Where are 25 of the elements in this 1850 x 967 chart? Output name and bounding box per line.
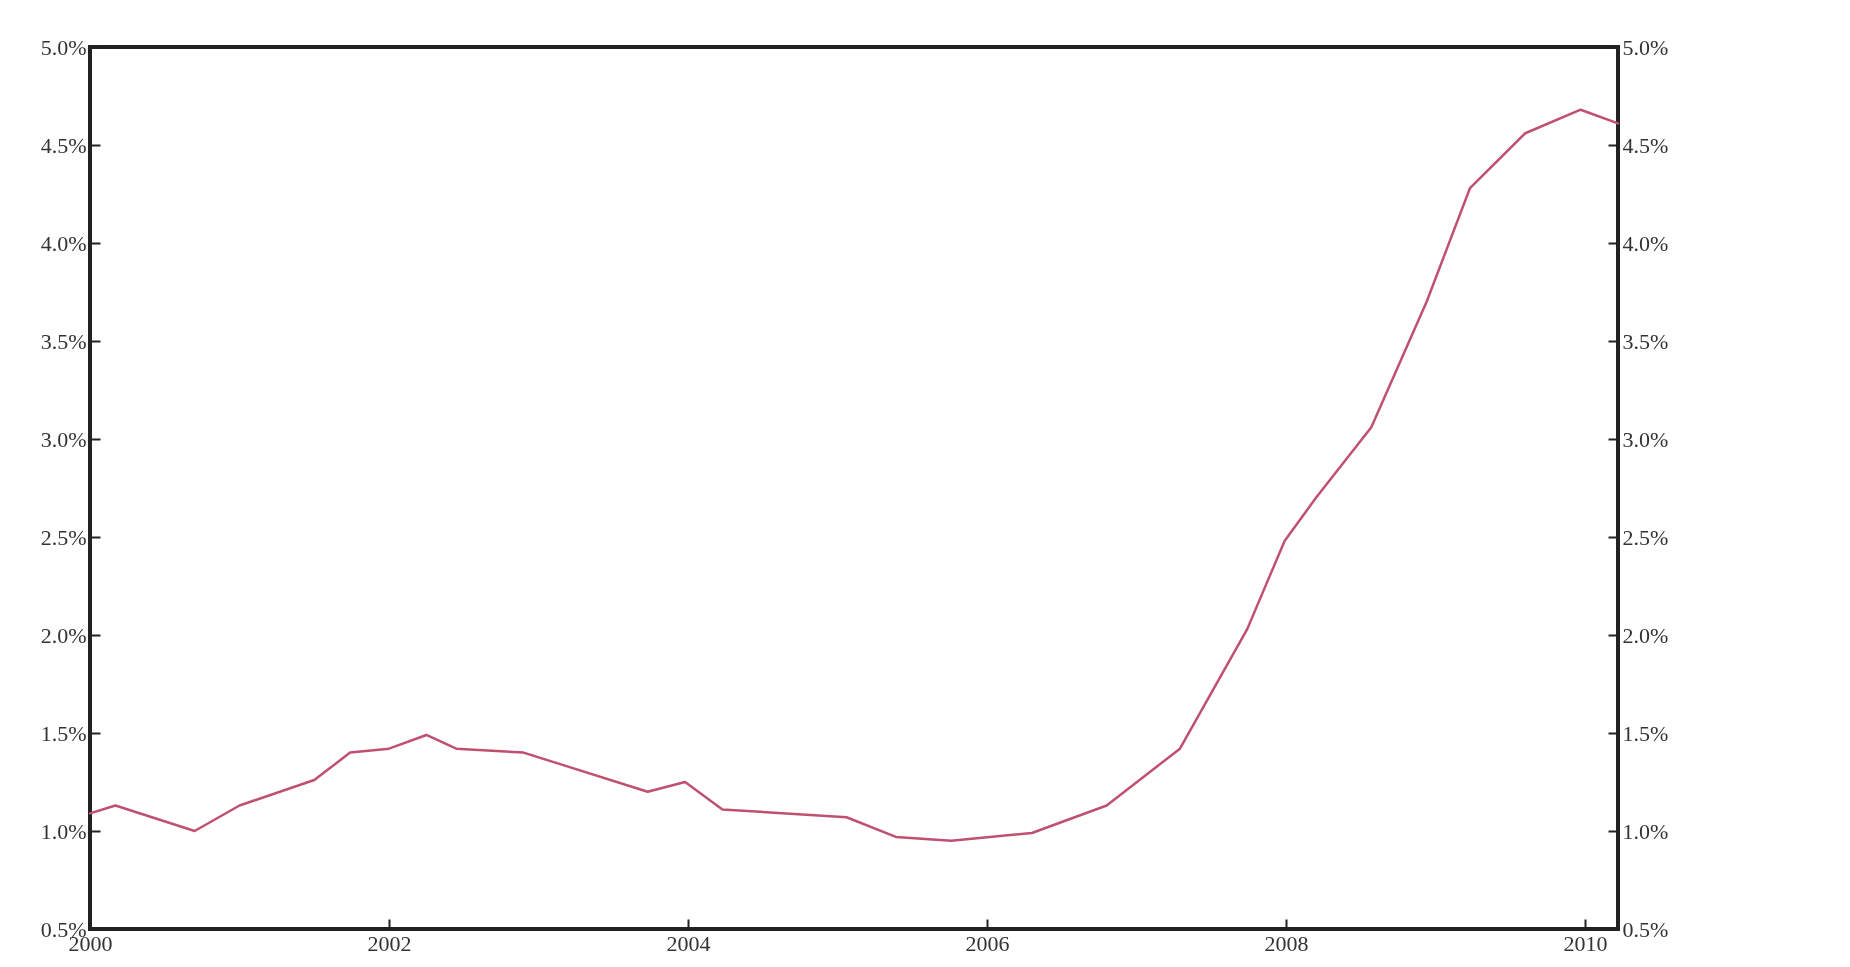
y2-tick-label: 2.0% <box>1622 622 1669 648</box>
y2-tick-label: 4.0% <box>1622 230 1669 256</box>
y-tick-label: 3.0% <box>40 426 87 452</box>
x-tick-label: 2010 <box>1563 930 1608 956</box>
y2-tick-label: 2.5% <box>1622 524 1669 550</box>
y-tick-label: 2.0% <box>40 622 87 648</box>
x-tick-label: 2008 <box>1264 930 1309 956</box>
y-tick-label: 2.5% <box>40 524 87 550</box>
x-tick-label: 2006 <box>965 930 1010 956</box>
y2-tick-label: 3.5% <box>1622 328 1669 354</box>
y-tick-label: 1.5% <box>40 720 87 746</box>
x-tick-label: 2002 <box>367 930 412 956</box>
line-series <box>88 108 1620 843</box>
y2-tick-label: 5.0% <box>1622 34 1669 60</box>
y2-tick-label: 4.5% <box>1622 132 1669 158</box>
y2-tick-label: 1.5% <box>1622 720 1669 746</box>
y-tick-label: 5.0% <box>40 34 87 60</box>
y-tick-label: 4.0% <box>40 230 87 256</box>
y2-tick-label: 0.5% <box>1622 916 1669 942</box>
y-tick-label: 4.5% <box>40 132 87 158</box>
y-tick-label: 3.5% <box>40 328 87 354</box>
y-tick-label: 1.0% <box>40 818 87 844</box>
y2-tick-label: 1.0% <box>1622 818 1669 844</box>
y2-tick-label: 3.0% <box>1622 426 1669 452</box>
x-tick-label: 2004 <box>666 930 711 956</box>
